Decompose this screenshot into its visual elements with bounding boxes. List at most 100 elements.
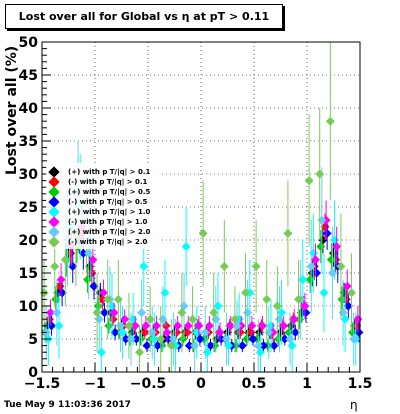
- data-point: [181, 242, 191, 252]
- data-point: [251, 261, 261, 271]
- data-point: [52, 308, 62, 318]
- legend-entry: (-) with p T/|q| > 1.0: [46, 216, 161, 228]
- data-point: [247, 321, 257, 331]
- data-point: [194, 321, 204, 331]
- data-point: [120, 314, 130, 324]
- data-point: [140, 327, 150, 337]
- data-point: [142, 341, 152, 351]
- legend-label: (+) with p T/|q| > 0.1: [68, 168, 151, 176]
- data-point: [284, 327, 294, 337]
- chart-title: Lost over all for Global vs η at pT > 0.…: [18, 10, 270, 23]
- data-point: [248, 334, 258, 344]
- data-point: [336, 261, 346, 271]
- data-point: [130, 321, 140, 331]
- data-point: [145, 314, 155, 324]
- data-point: [305, 275, 315, 285]
- y-tick-label: 25: [19, 200, 38, 216]
- x-tick-label: −1.5: [24, 376, 61, 392]
- data-point: [349, 334, 359, 344]
- legend: (+) with p T/|q| > 0.1 (-) with p T/|q| >…: [46, 163, 161, 249]
- legend-label: (+) with p T/|q| > 1.0: [68, 208, 151, 216]
- data-point: [298, 275, 308, 285]
- data-point: [319, 288, 329, 298]
- data-point: [50, 261, 60, 271]
- data-point: [54, 321, 64, 331]
- data-point: [216, 334, 226, 344]
- data-point: [347, 288, 357, 298]
- legend-entry: (-) with p T/|q| > 0.5: [46, 196, 161, 208]
- data-point: [306, 261, 316, 271]
- data-point: [325, 116, 335, 126]
- data-point: [213, 301, 223, 311]
- data-point: [104, 321, 114, 331]
- legend-label: (+) with p T/|q| > 2.0: [68, 228, 151, 236]
- data-point: [235, 327, 245, 337]
- data-point: [269, 341, 279, 351]
- data-point: [243, 308, 253, 318]
- data-point: [198, 228, 208, 238]
- data-point: [103, 294, 113, 304]
- data-point: [285, 334, 295, 344]
- x-tick-label: −0.5: [130, 376, 167, 392]
- data-point: [327, 268, 337, 278]
- y-tick-label: 50: [19, 35, 39, 51]
- legend-label: (-) with p T/|q| > 2.0: [68, 238, 148, 246]
- data-point: [182, 327, 192, 337]
- data-point: [131, 334, 141, 344]
- timestamp: Tue May 9 11:03:36 2017: [4, 400, 131, 410]
- data-point: [315, 169, 325, 179]
- data-point: [204, 321, 214, 331]
- data-point: [348, 327, 358, 337]
- y-tick-label: 40: [19, 101, 39, 117]
- data-point: [160, 288, 170, 298]
- data-point: [255, 347, 265, 357]
- data-point: [57, 288, 67, 298]
- data-point: [162, 327, 172, 337]
- data-point: [343, 301, 353, 311]
- data-point: [230, 314, 240, 324]
- data-point: [92, 308, 102, 318]
- data-point: [83, 275, 93, 285]
- data-point: [183, 321, 193, 331]
- chart-title-box: Lost over all for Global vs η at pT > 0.…: [5, 4, 283, 29]
- data-point: [98, 288, 108, 298]
- data-point: [113, 294, 123, 304]
- data-point: [93, 301, 103, 311]
- data-point: [283, 228, 293, 238]
- data-point: [153, 341, 163, 351]
- data-point: [326, 255, 336, 265]
- data-point: [51, 294, 61, 304]
- data-point: [139, 261, 149, 271]
- data-point: [272, 301, 282, 311]
- legend-entry: (+) with p T/|q| > 0.1: [46, 166, 161, 178]
- y-tick-label: 15: [19, 266, 38, 282]
- y-tick-label: 5: [28, 332, 38, 348]
- y-tick-label: 35: [19, 134, 38, 150]
- data-point: [110, 327, 120, 337]
- data-point: [195, 334, 205, 344]
- data-point: [121, 334, 131, 344]
- data-point: [163, 334, 173, 344]
- data-point: [209, 308, 219, 318]
- legend-entry: (-) with p T/|q| > 0.1: [46, 176, 161, 188]
- data-point: [279, 321, 289, 331]
- y-tick-label: 45: [19, 68, 38, 84]
- data-point: [96, 347, 106, 357]
- data-point: [68, 261, 78, 271]
- x-axis-label: η: [350, 398, 358, 412]
- data-point: [56, 275, 66, 285]
- data-point: [89, 281, 99, 291]
- legend-label: (-) with p T/|q| > 1.0: [68, 218, 148, 226]
- y-axis-label: Lost over all (%): [4, 45, 20, 175]
- x-tick-label: 0: [196, 376, 206, 392]
- legend-marker: [48, 236, 60, 248]
- data-point: [337, 294, 347, 304]
- y-tick-label: 10: [19, 299, 39, 315]
- data-point: [156, 334, 166, 344]
- series-7: [39, 42, 357, 372]
- legend-entry: (-) with p T/|q| > 2.0: [46, 236, 161, 248]
- data-point: [100, 308, 110, 318]
- axes: −1.5 −1 −0.5 0 0.5 1 1.5 0 5 10 15 20 25 30 35 40 45 50: [19, 35, 373, 392]
- data-point: [124, 321, 134, 331]
- data-point: [332, 242, 342, 252]
